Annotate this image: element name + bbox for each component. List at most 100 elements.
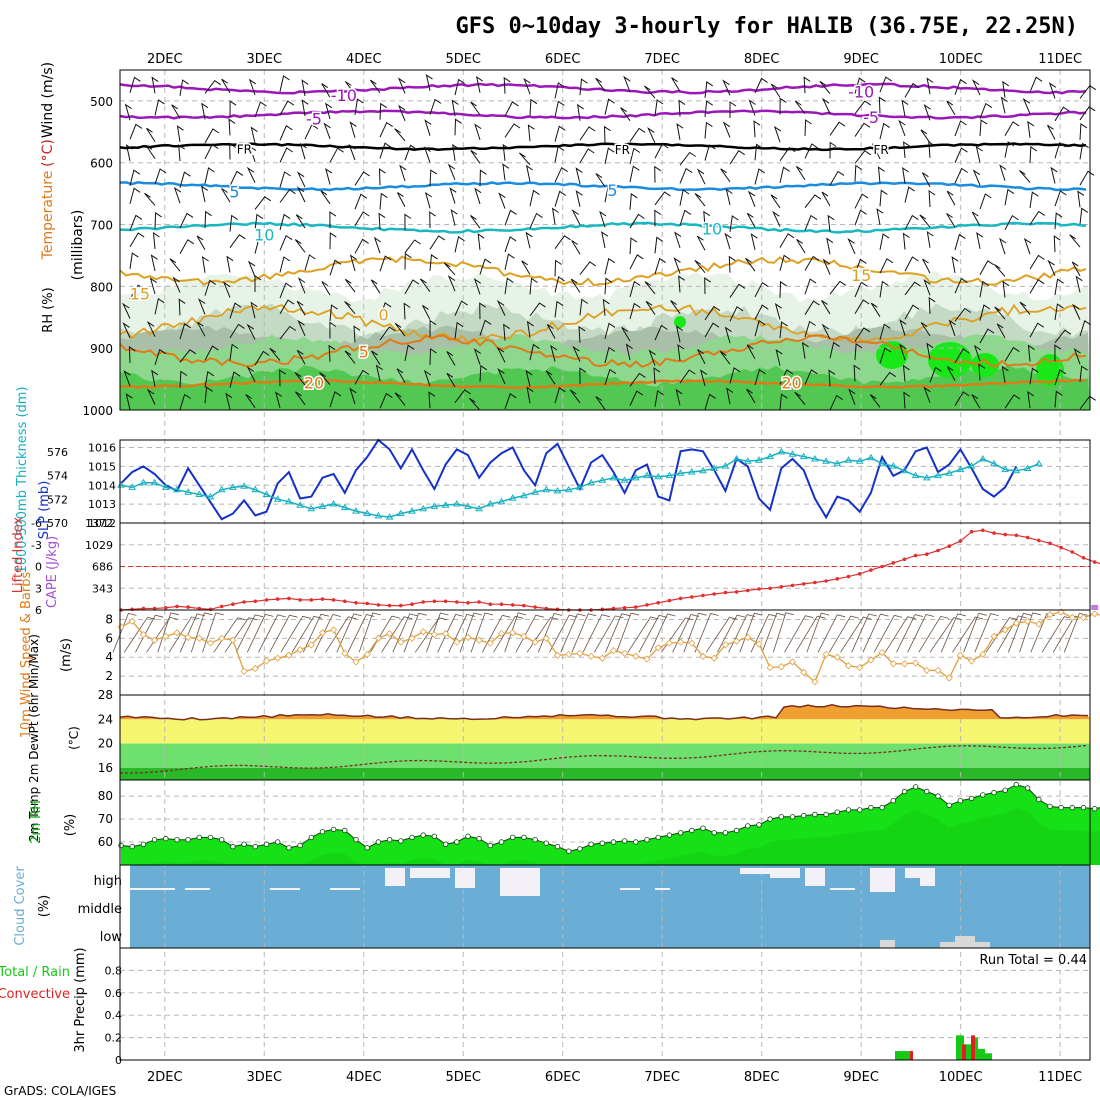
- surface-wind-barb: [437, 613, 464, 653]
- li-point: [891, 561, 896, 565]
- li-point: [376, 603, 381, 607]
- wind-barb: [604, 368, 617, 386]
- wind-barb: [847, 237, 856, 255]
- wind-barb: [770, 83, 781, 98]
- wind-barb: [447, 163, 456, 180]
- x-tick-label-top: 5DEC: [445, 52, 481, 67]
- rh2m-point: [129, 843, 135, 850]
- wind-speed-point: [430, 631, 438, 639]
- slp-tick-label: 1013: [88, 498, 116, 511]
- wind-barb: [404, 252, 412, 270]
- wind-barb: [773, 125, 782, 143]
- wind-barb: [754, 304, 769, 320]
- high-cloud-sliver: [830, 888, 855, 890]
- wind-barb: [469, 397, 481, 411]
- wind-barb: [926, 77, 934, 95]
- x-tick-label-top: 4DEC: [346, 52, 382, 67]
- li-point: [522, 603, 526, 608]
- x-tick-label-top: 2DEC: [147, 52, 183, 67]
- x-tick-label-top: 7DEC: [644, 52, 680, 67]
- wind-barb: [1079, 106, 1096, 121]
- thickness-point: [217, 485, 226, 493]
- wind-barb: [496, 299, 506, 316]
- wind-barb: [229, 343, 239, 361]
- wind-barb: [951, 256, 959, 274]
- wind-barb: [722, 121, 731, 138]
- wind-barb: [353, 325, 361, 343]
- wind-speed-point: [509, 629, 517, 637]
- wind-barb: [902, 364, 910, 382]
- wind-barb: [871, 143, 881, 160]
- surface-wind-barb: [179, 613, 206, 653]
- li-point: [275, 597, 280, 601]
- temp-tick-label: 24: [98, 712, 113, 726]
- surface-wind-barb: [896, 614, 924, 653]
- surface-wind-barb: [1063, 612, 1088, 653]
- wind-barb: [554, 276, 565, 293]
- thickness-point: [855, 457, 864, 464]
- wind-barb: [279, 75, 290, 92]
- thickness-point: [967, 462, 976, 469]
- contour-label: -10: [331, 86, 357, 105]
- wind-barb: [1029, 210, 1045, 226]
- rh2m-point: [857, 807, 863, 813]
- li-point: [320, 597, 325, 601]
- wind-barb: [720, 168, 731, 183]
- surface-wind-barb: [940, 613, 966, 653]
- wind-barb: [729, 101, 737, 118]
- wind-barb: [629, 127, 646, 142]
- wind-barb: [779, 147, 796, 162]
- wind-barb: [554, 145, 565, 163]
- rh2m-point: [946, 802, 952, 808]
- wind-barb: [144, 192, 156, 206]
- thickness-point: [934, 471, 942, 479]
- cape-tick-label: 1029: [85, 539, 113, 552]
- rh-90-fill-4: [674, 316, 686, 328]
- wind-barb: [1019, 301, 1031, 315]
- li-point: [264, 598, 269, 602]
- wind-barb: [247, 260, 256, 277]
- thickness-point: [811, 455, 819, 462]
- rh2m-point: [218, 837, 225, 843]
- precip-tick-label: 0.4: [105, 1009, 123, 1022]
- wind-barb: [804, 278, 817, 295]
- wind-barb: [1004, 141, 1015, 158]
- high-cloud-block: [385, 868, 405, 886]
- thickness-point: [1023, 464, 1032, 471]
- thickness-point: [755, 456, 763, 463]
- wind-speed-point: [956, 651, 964, 659]
- wind-barb: [301, 79, 309, 97]
- wind-barb: [503, 323, 510, 341]
- wind-barb: [579, 367, 587, 385]
- wind-barb: [971, 394, 981, 409]
- wind-barb: [226, 255, 234, 273]
- x-tick-label-bottom: 3DEC: [246, 1070, 282, 1085]
- rh2m-inner-fill: [121, 807, 1100, 865]
- wind-barb: [354, 369, 370, 385]
- contour-label: 15: [130, 284, 150, 303]
- rh2m-point: [655, 834, 661, 841]
- wind-barb: [645, 300, 656, 315]
- li-point: [410, 602, 414, 606]
- wind-barb: [122, 322, 131, 339]
- wind-barb: [275, 391, 283, 409]
- wind-barb: [128, 345, 136, 363]
- wind-barb: [899, 343, 907, 361]
- rh2m-point: [510, 834, 516, 841]
- surface-wind-barb: [258, 614, 286, 653]
- high-cloud-block: [500, 868, 540, 896]
- thickness-point: [1001, 465, 1010, 473]
- wind-barb: [854, 327, 871, 342]
- wind-barb: [904, 186, 915, 203]
- rh2m-point: [722, 830, 729, 836]
- thickness-point: [631, 473, 640, 481]
- li-point: [634, 605, 638, 609]
- high-cloud-block: [805, 868, 825, 886]
- wind-barb: [250, 126, 258, 144]
- wind-barb: [854, 122, 871, 137]
- wind-barb: [920, 322, 931, 337]
- wind-barb: [677, 343, 685, 361]
- wind-barb: [1054, 329, 1072, 344]
- wind-barb: [1000, 96, 1008, 114]
- wind-barb: [129, 169, 141, 186]
